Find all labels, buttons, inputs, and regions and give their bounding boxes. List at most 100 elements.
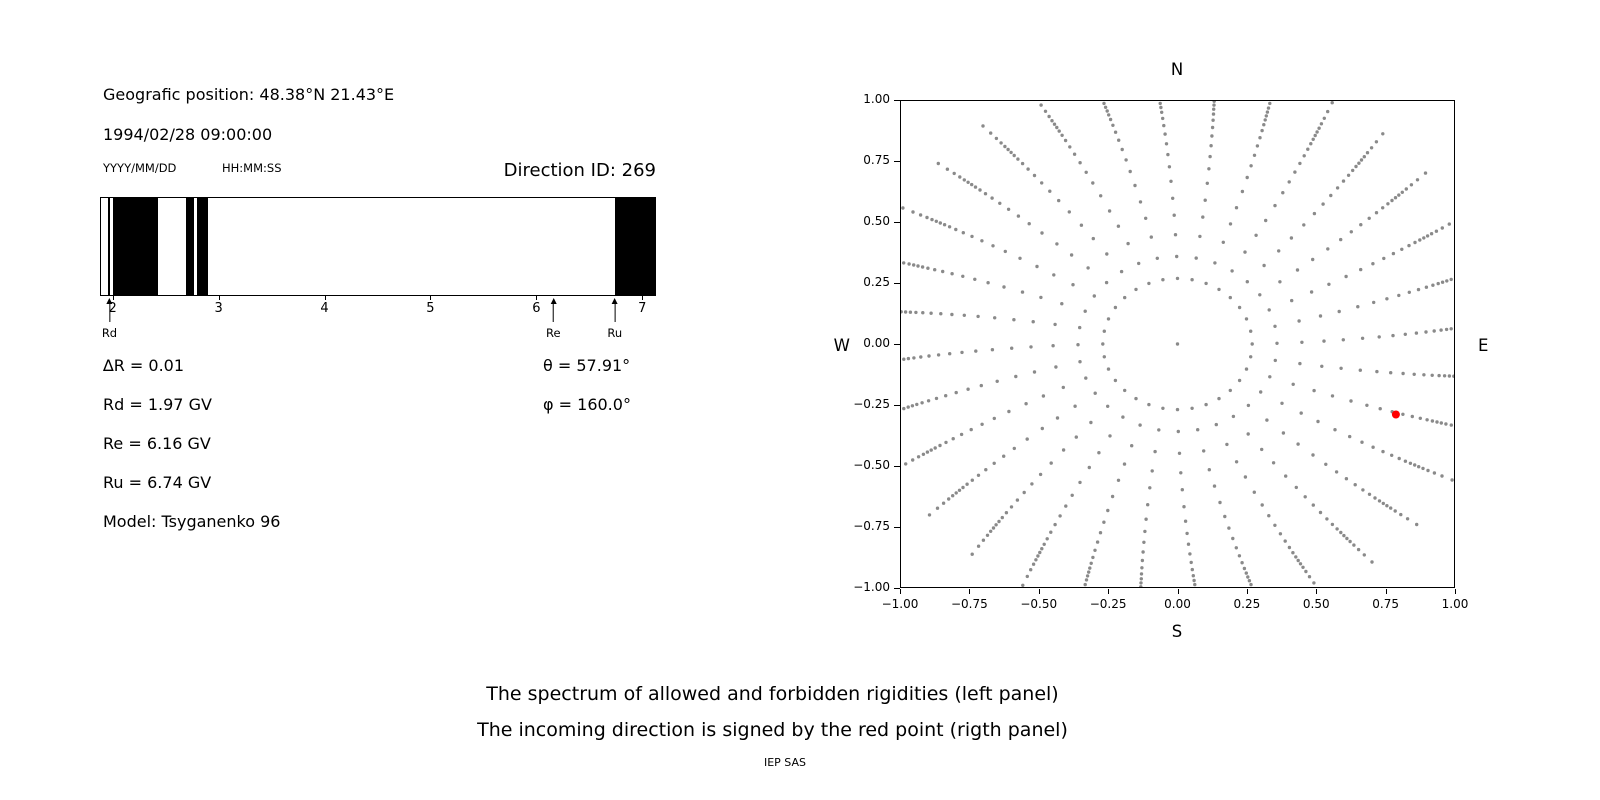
- direction-dot: [1273, 358, 1277, 363]
- direction-dot: [1389, 506, 1393, 510]
- direction-dot: [976, 314, 980, 319]
- direction-dot: [1120, 147, 1124, 152]
- direction-dot: [1281, 431, 1286, 435]
- compass-west-label: W: [833, 336, 850, 355]
- direction-dot: [1344, 274, 1348, 279]
- direction-dot: [1155, 256, 1159, 260]
- direction-dot: [915, 402, 919, 407]
- direction-dot: [1449, 277, 1453, 282]
- direction-dot: [902, 261, 906, 265]
- spectrum-x-tick-label: 5: [426, 301, 435, 316]
- direction-dot: [1298, 361, 1302, 366]
- direction-dot: [1111, 123, 1115, 127]
- direction-dot: [1038, 550, 1042, 555]
- direction-dot: [1444, 327, 1449, 332]
- direction-dot: [933, 268, 937, 272]
- direction-dot: [1439, 328, 1443, 332]
- param-theta: θ = 57.91°: [543, 356, 631, 375]
- direction-dot: [1339, 366, 1343, 370]
- direction-dot: [1440, 474, 1444, 478]
- direction-dot: [1069, 253, 1074, 257]
- incoming-direction-point: [1391, 410, 1400, 419]
- y-tick-label: −0.50: [853, 458, 890, 472]
- direction-dot: [1415, 178, 1420, 182]
- direction-dot: [1397, 293, 1401, 298]
- direction-dot: [1373, 496, 1377, 500]
- direction-id-label: Direction ID: 269: [503, 160, 656, 181]
- y-tick-label: −0.25: [853, 397, 890, 411]
- direction-dot: [1367, 216, 1371, 220]
- direction-dot: [1102, 520, 1106, 524]
- y-tick-label: 0.75: [863, 153, 890, 167]
- direction-dot: [1432, 329, 1436, 333]
- direction-dot: [1093, 391, 1097, 395]
- direction-dot: [1141, 550, 1145, 554]
- direction-dot: [1137, 261, 1141, 266]
- direction-dot: [1317, 126, 1321, 130]
- direction-dot: [951, 437, 955, 441]
- direction-dot: [1050, 119, 1054, 123]
- direction-dot: [912, 263, 916, 267]
- direction-dot: [1265, 110, 1270, 114]
- direction-dot: [973, 277, 977, 281]
- direction-dot: [1169, 179, 1173, 183]
- direction-dot: [1031, 320, 1035, 324]
- direction-dot: [1311, 257, 1315, 262]
- x-tick-mark: [1455, 589, 1456, 594]
- direction-dot: [1290, 298, 1294, 303]
- direction-dot: [938, 221, 942, 225]
- direction-dot: [1045, 537, 1049, 541]
- direction-dot: [1014, 374, 1018, 379]
- cutoff-marker-re: Re: [546, 298, 561, 340]
- direction-dot: [1289, 236, 1294, 240]
- direction-dot: [912, 356, 916, 360]
- direction-dot: [1247, 579, 1252, 583]
- direction-dot: [1012, 318, 1016, 322]
- direction-dot: [1252, 490, 1256, 494]
- direction-dot: [978, 188, 982, 192]
- direction-dot: [1237, 305, 1242, 310]
- direction-dot: [1335, 527, 1339, 531]
- direction-dot: [981, 124, 985, 128]
- date-format-label: YYYY/MM/DD: [103, 161, 177, 175]
- direction-dot: [1311, 137, 1315, 141]
- direction-dot: [1325, 517, 1329, 521]
- direction-dot: [1416, 287, 1421, 292]
- direction-dot: [1012, 153, 1016, 158]
- direction-dot: [1245, 280, 1249, 284]
- direction-dot: [1299, 411, 1303, 415]
- direction-dot: [995, 379, 999, 383]
- direction-dot: [1367, 492, 1372, 496]
- direction-dot: [1381, 501, 1385, 506]
- direction-dot: [934, 219, 938, 223]
- direction-dot: [983, 192, 988, 196]
- direction-dot: [976, 473, 981, 477]
- direction-dot: [950, 312, 954, 317]
- direction-dot: [1391, 333, 1395, 338]
- y-tick-label: 0.50: [863, 214, 890, 228]
- direction-dot: [1079, 223, 1084, 227]
- direction-dot: [1418, 238, 1422, 242]
- direction-dot: [958, 175, 962, 179]
- spectrum-x-axis: 2 3 4 5 6 7: [101, 296, 655, 320]
- direction-dot: [1205, 181, 1209, 185]
- direction-dot: [941, 501, 946, 505]
- direction-dot: [1447, 374, 1452, 378]
- direction-dot: [1296, 442, 1300, 446]
- direction-dot: [1337, 309, 1341, 314]
- direction-dot: [1425, 234, 1430, 238]
- direction-dot: [1015, 498, 1020, 502]
- direction-dot: [1163, 132, 1167, 136]
- direction-dot: [1262, 263, 1266, 268]
- direction-dot: [1400, 247, 1404, 251]
- direction-dot: [999, 141, 1003, 145]
- direction-dot: [1212, 101, 1216, 103]
- direction-dot: [1385, 297, 1389, 301]
- direction-dot: [1259, 390, 1263, 394]
- direction-dot: [1408, 461, 1413, 465]
- direction-dot: [944, 394, 948, 398]
- direction-dot: [1430, 419, 1435, 423]
- arrow-shaft: [108, 304, 110, 322]
- direction-dot: [919, 355, 923, 359]
